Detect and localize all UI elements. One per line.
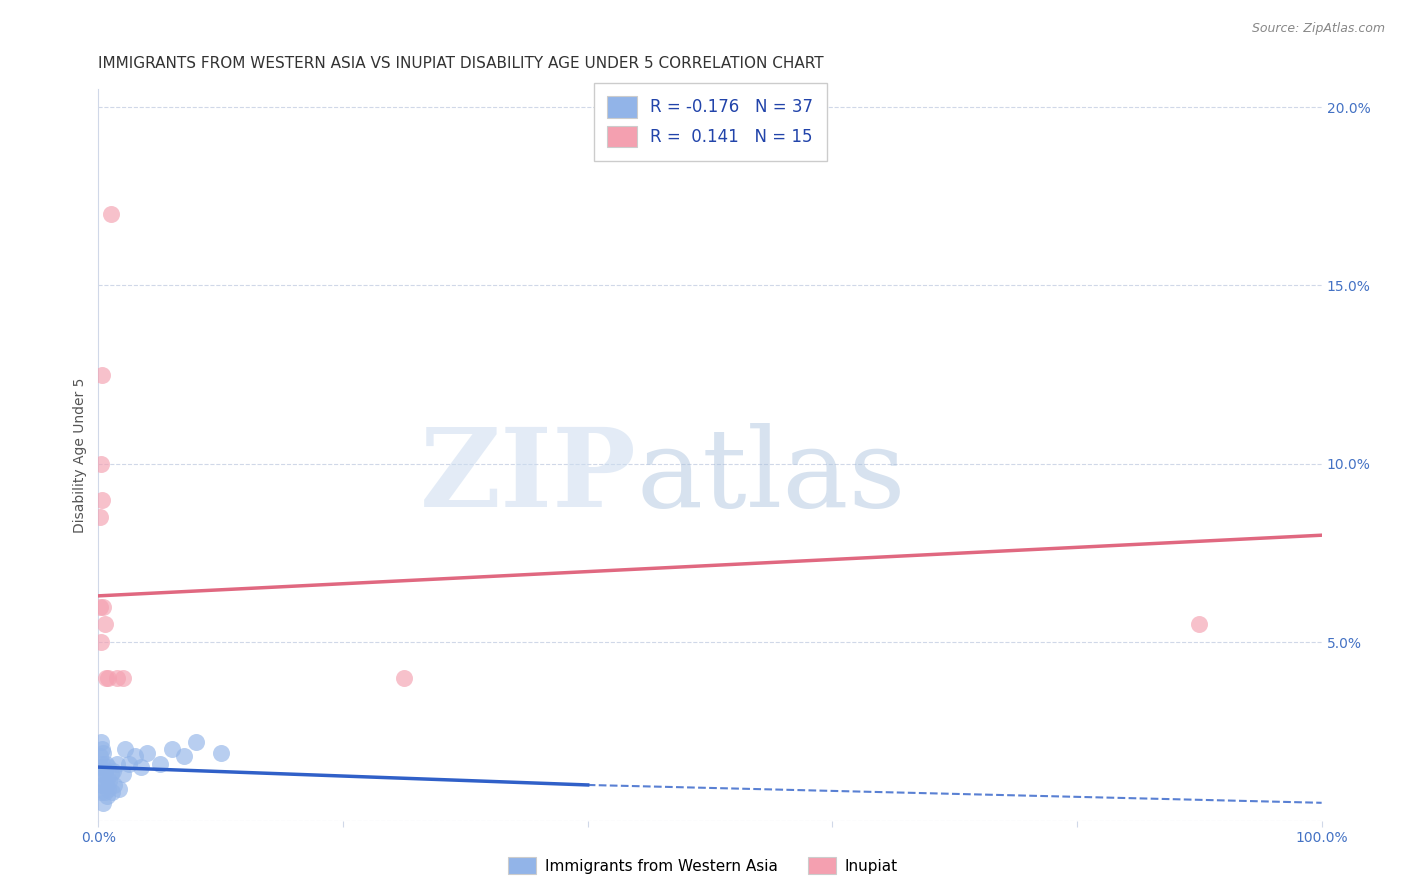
- Point: [129, 760, 152, 774]
- Point: [100, 207, 122, 221]
- Point: [160, 742, 183, 756]
- Text: IMMIGRANTS FROM WESTERN ASIA VS INUPIAT DISABILITY AGE UNDER 5 CORRELATION CHART: IMMIGRANTS FROM WESTERN ASIA VS INUPIAT …: [98, 56, 824, 71]
- Point: [91, 492, 114, 507]
- Point: [89, 749, 111, 764]
- Text: Source: ZipAtlas.com: Source: ZipAtlas.com: [1251, 22, 1385, 36]
- Point: [186, 735, 208, 749]
- Text: ZIP: ZIP: [420, 424, 637, 531]
- Point: [98, 774, 121, 789]
- Point: [89, 771, 111, 785]
- Point: [96, 771, 118, 785]
- Point: [91, 599, 114, 614]
- Point: [136, 746, 159, 760]
- Point: [1188, 617, 1211, 632]
- Point: [105, 671, 128, 685]
- Point: [100, 767, 122, 781]
- Point: [105, 756, 128, 771]
- Point: [114, 742, 136, 756]
- Point: [173, 749, 195, 764]
- Point: [101, 785, 124, 799]
- Point: [94, 778, 117, 792]
- Point: [97, 760, 120, 774]
- Point: [392, 671, 416, 685]
- Point: [91, 756, 114, 771]
- Point: [91, 368, 114, 382]
- Point: [94, 756, 117, 771]
- Point: [91, 778, 114, 792]
- Point: [118, 756, 141, 771]
- Point: [209, 746, 232, 760]
- Point: [91, 746, 114, 760]
- Point: [108, 781, 131, 796]
- Point: [94, 671, 117, 685]
- Point: [91, 742, 114, 756]
- Point: [111, 767, 134, 781]
- Point: [149, 756, 172, 771]
- Point: [101, 764, 124, 778]
- Point: [103, 778, 125, 792]
- Point: [89, 599, 111, 614]
- Point: [124, 749, 146, 764]
- Text: atlas: atlas: [637, 424, 907, 531]
- Point: [90, 735, 112, 749]
- Point: [90, 457, 112, 471]
- Point: [111, 671, 134, 685]
- Point: [93, 617, 115, 632]
- Point: [96, 789, 118, 803]
- Point: [97, 781, 120, 796]
- Point: [91, 796, 114, 810]
- Point: [90, 785, 112, 799]
- Legend: Immigrants from Western Asia, Inupiat: Immigrants from Western Asia, Inupiat: [502, 851, 904, 880]
- Point: [90, 635, 112, 649]
- Point: [91, 767, 114, 781]
- Point: [93, 785, 115, 799]
- Point: [89, 510, 111, 524]
- Point: [90, 760, 112, 774]
- Legend: R = -0.176   N = 37, R =  0.141   N = 15: R = -0.176 N = 37, R = 0.141 N = 15: [593, 83, 827, 161]
- Point: [93, 764, 115, 778]
- Point: [97, 671, 120, 685]
- Y-axis label: Disability Age Under 5: Disability Age Under 5: [73, 377, 87, 533]
